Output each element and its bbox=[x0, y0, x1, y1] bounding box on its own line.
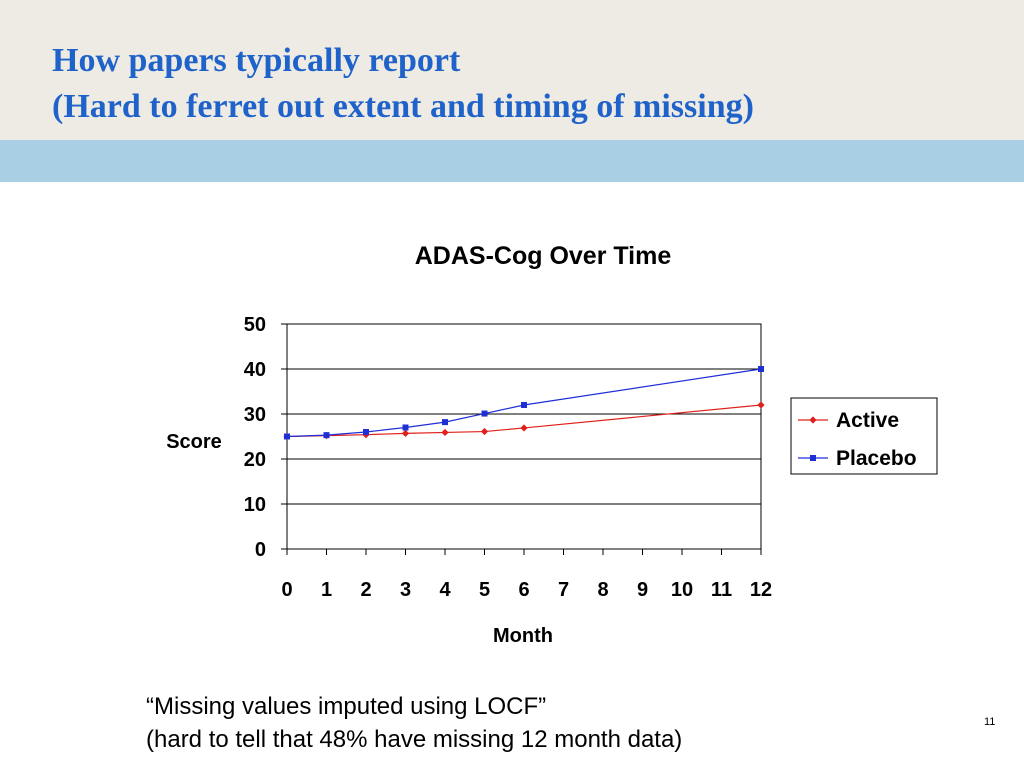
plot-area bbox=[286, 323, 762, 550]
x-tick-label: 4 bbox=[439, 579, 451, 601]
x-tick-label: 0 bbox=[281, 579, 292, 601]
series-line-active bbox=[286, 404, 762, 438]
data-point-placebo bbox=[758, 366, 764, 372]
chart-title: ADAS-Cog Over Time bbox=[415, 242, 672, 270]
data-point-active bbox=[441, 428, 449, 437]
x-tick-label: 12 bbox=[750, 579, 772, 601]
legend-label-placebo: Placebo bbox=[836, 447, 917, 470]
title-band bbox=[0, 0, 1024, 140]
slide-title-line-1: How papers typically report bbox=[52, 42, 461, 79]
data-point-placebo bbox=[442, 419, 448, 426]
data-point-active bbox=[757, 401, 765, 409]
x-tick-label: 7 bbox=[558, 579, 569, 601]
caption: “Missing values imputed using LOCF” (har… bbox=[146, 690, 682, 756]
data-point-placebo bbox=[284, 433, 290, 440]
data-point-placebo bbox=[481, 410, 488, 417]
caption-line-1: “Missing values imputed using LOCF” bbox=[146, 693, 547, 720]
series-line-placebo bbox=[286, 368, 762, 438]
y-tick-label: 40 bbox=[244, 359, 266, 381]
legend-marker-placebo bbox=[810, 455, 816, 461]
slide-title: How papers typically report (Hard to fer… bbox=[52, 38, 754, 130]
data-point-active bbox=[520, 424, 528, 432]
legend-marker-active bbox=[809, 416, 817, 424]
y-tick-label: 10 bbox=[244, 494, 266, 516]
series-placebo bbox=[284, 366, 764, 440]
y-tick-label: 20 bbox=[244, 449, 266, 471]
legend-entry-placebo: Placebo bbox=[798, 447, 917, 470]
data-point-placebo bbox=[363, 429, 369, 435]
data-point-placebo bbox=[402, 424, 409, 431]
legend-box bbox=[790, 397, 938, 475]
x-tick-label: 5 bbox=[479, 579, 490, 601]
legend-entry-active: Active bbox=[798, 409, 899, 432]
x-tick-label: 6 bbox=[518, 579, 529, 601]
caption-line-2: (hard to tell that 48% have missing 12 m… bbox=[146, 726, 683, 753]
y-tick-label: 50 bbox=[244, 314, 266, 336]
series-group bbox=[283, 366, 765, 441]
y-tick-label: 0 bbox=[255, 539, 266, 561]
y-axis-title: Score bbox=[166, 431, 222, 453]
y-tick-label: 30 bbox=[244, 404, 266, 426]
x-tick-label: 3 bbox=[400, 579, 411, 601]
slide-title-line-2: (Hard to ferret out extent and timing of… bbox=[52, 88, 754, 125]
legend: Active Placebo bbox=[790, 397, 938, 475]
legend-label-active: Active bbox=[836, 409, 899, 432]
data-point-active bbox=[401, 429, 410, 437]
data-point-placebo bbox=[521, 402, 527, 408]
x-tick-label: 11 bbox=[711, 579, 732, 601]
x-tick-label: 1 bbox=[321, 579, 332, 601]
x-tick-label: 2 bbox=[360, 579, 371, 601]
data-point-placebo bbox=[323, 432, 330, 439]
data-point-active bbox=[480, 427, 489, 436]
page-number: 11 bbox=[984, 716, 996, 728]
x-tick-label: 8 bbox=[597, 579, 608, 601]
accent-band bbox=[0, 140, 1024, 182]
gridlines bbox=[287, 323, 761, 505]
x-tick-label: 9 bbox=[637, 579, 648, 601]
x-axis-title: Month bbox=[493, 625, 553, 647]
x-tick-label: 10 bbox=[671, 579, 693, 601]
